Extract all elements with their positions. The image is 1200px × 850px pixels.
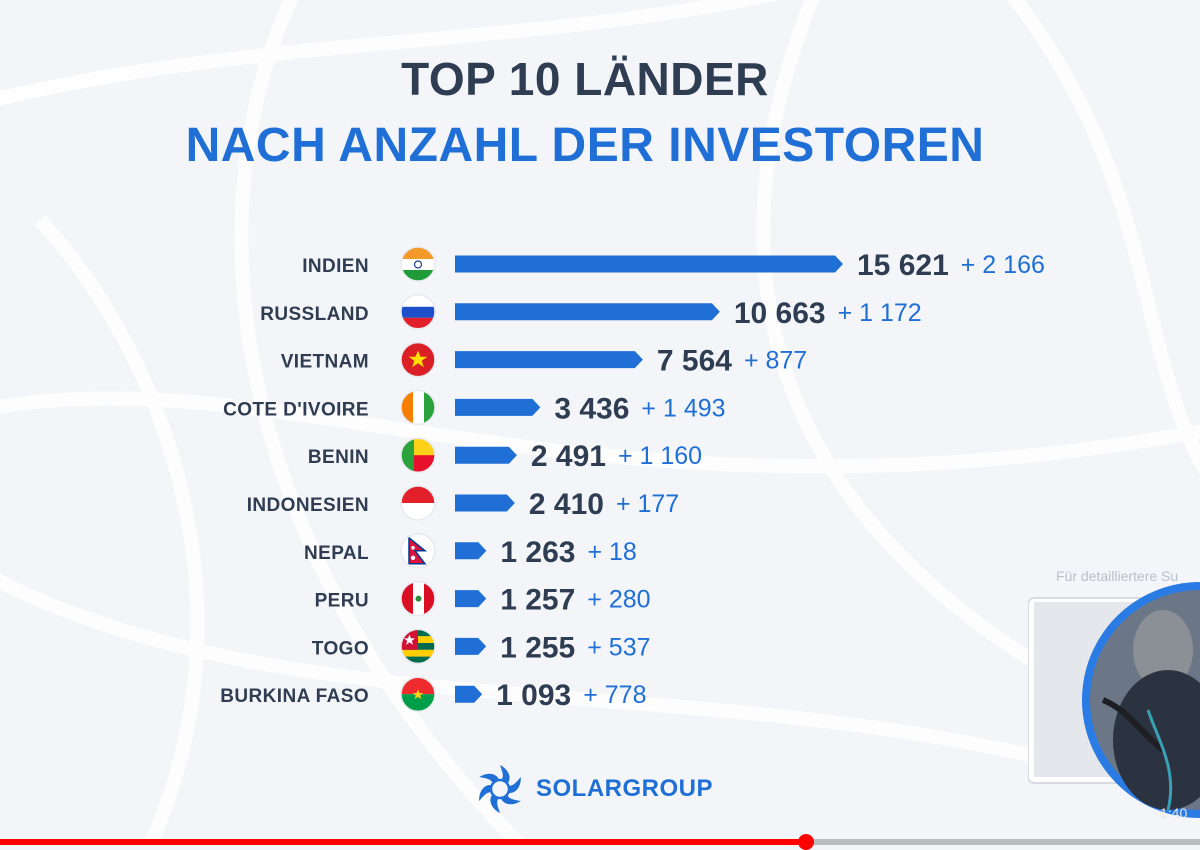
value-label: 1 263 — [500, 536, 575, 569]
video-scrubber-handle[interactable] — [798, 834, 815, 850]
bar — [455, 590, 487, 608]
delta-label: + 2 166 — [961, 251, 1045, 279]
benin-flag-icon — [400, 437, 436, 473]
delta-label: + 537 — [587, 633, 650, 661]
value-label: 7 564 — [657, 345, 732, 378]
category-label: BURKINA FASO — [220, 686, 369, 707]
burkina-faso-flag-icon — [400, 676, 436, 712]
india-flag-icon — [400, 246, 436, 282]
bar — [455, 542, 487, 560]
peru-flag-icon — [400, 580, 436, 617]
category-label: TOGO — [312, 638, 369, 659]
bar — [455, 303, 720, 321]
delta-label: + 280 — [587, 586, 650, 614]
value-label: 1 255 — [500, 631, 575, 664]
video-progress-fill — [0, 839, 807, 845]
value-label: 1 093 — [496, 679, 571, 712]
russia-flag-icon — [400, 294, 436, 330]
bar — [455, 685, 483, 703]
cote-divoire-flag-icon — [400, 389, 436, 426]
delta-label: + 1 493 — [641, 394, 725, 422]
value-label: 3 436 — [554, 392, 629, 425]
delta-label: + 778 — [583, 681, 646, 709]
value-label: 15 621 — [857, 249, 949, 282]
category-label: NEPAL — [304, 543, 369, 564]
category-label: INDONESIEN — [247, 495, 369, 516]
vietnam-flag-icon — [400, 341, 436, 378]
bar — [455, 637, 487, 655]
brand-name: SOLARGROUP — [536, 775, 714, 802]
category-label: PERU — [315, 591, 369, 612]
category-label: BENIN — [308, 447, 369, 468]
category-label: INDIEN — [302, 256, 369, 277]
bar — [455, 351, 643, 369]
video-timestamp: 1:40 — [1160, 805, 1188, 821]
video-overlay-presenter — [1028, 582, 1200, 818]
nepal-flag-icon — [400, 533, 436, 569]
togo-flag-icon — [400, 628, 436, 665]
bar — [455, 446, 517, 464]
delta-label: + 1 172 — [838, 299, 922, 327]
delta-label: + 1 160 — [618, 442, 702, 470]
category-label: RUSSLAND — [260, 304, 369, 325]
value-label: 1 257 — [500, 584, 575, 617]
solargroup-logo-icon — [479, 765, 521, 813]
chart-title-line2: NACH ANZAHL DER INVESTOREN — [185, 119, 985, 172]
category-label: VIETNAM — [281, 352, 369, 373]
delta-label: + 18 — [587, 538, 636, 566]
value-label: 2 410 — [529, 488, 604, 521]
bar — [455, 255, 843, 273]
solargroup-logo: SOLARGROUP — [472, 763, 713, 815]
delta-label: + 877 — [744, 347, 807, 375]
bar — [455, 494, 515, 512]
bar — [455, 398, 541, 416]
chart-title-line1: TOP 10 LÄNDER — [401, 53, 769, 105]
indonesia-flag-icon — [400, 485, 436, 521]
value-label: 10 663 — [734, 297, 826, 330]
value-label: 2 491 — [531, 440, 606, 473]
video-progress-bar[interactable] — [0, 834, 1200, 850]
category-label: COTE D'IVOIRE — [223, 399, 369, 420]
delta-label: + 177 — [616, 490, 679, 518]
video-caption: Für detailliertere Su — [1056, 568, 1179, 584]
